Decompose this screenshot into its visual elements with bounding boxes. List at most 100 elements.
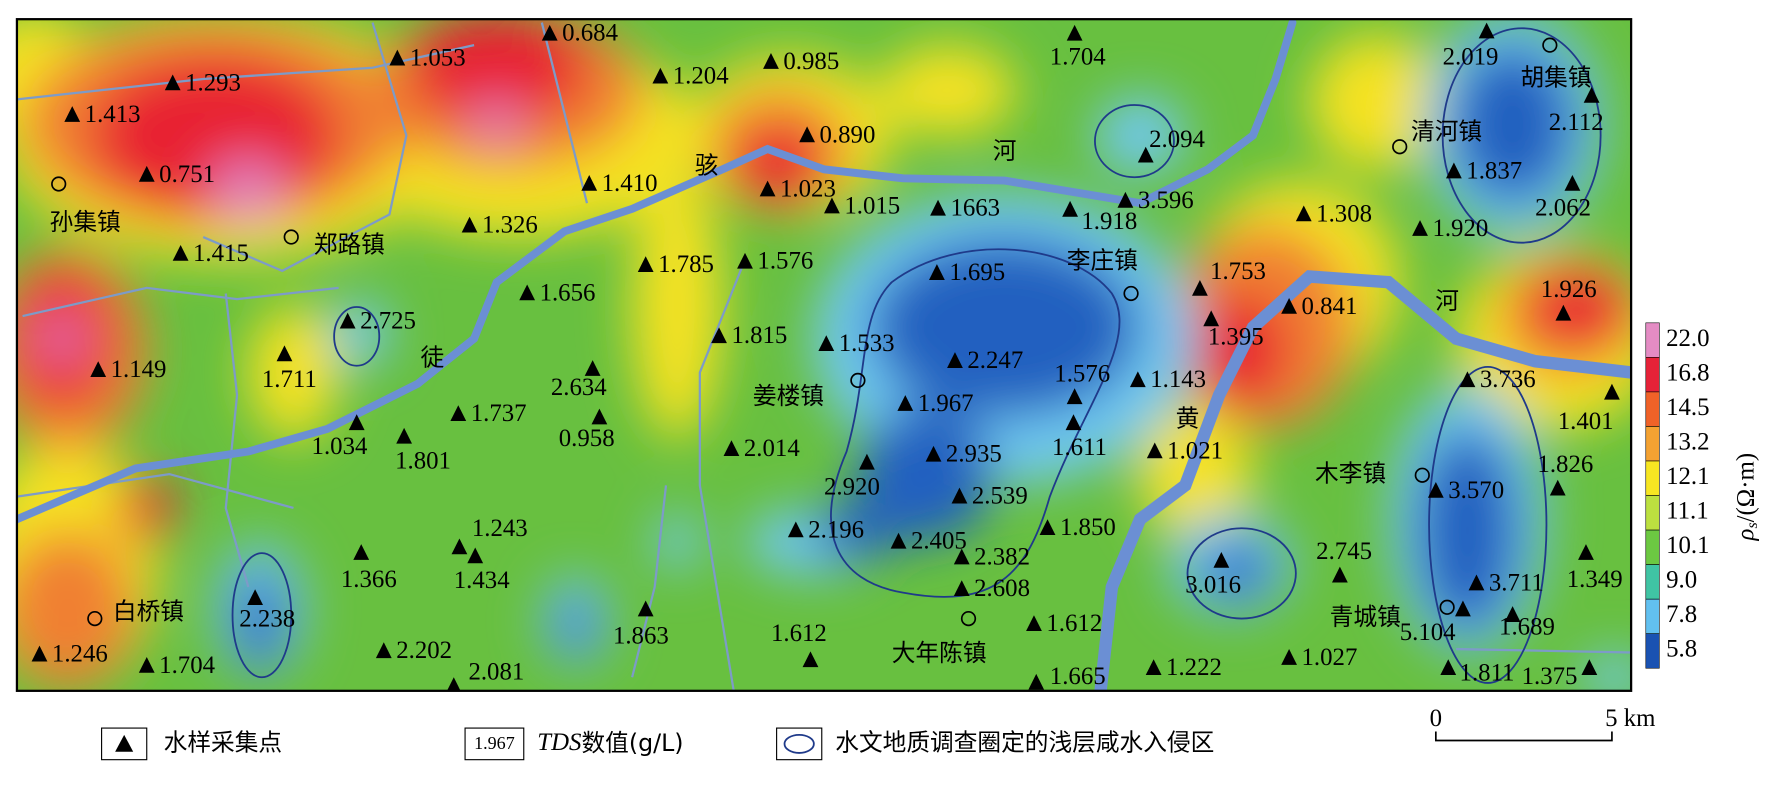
sample-tds: 1.410 [602,170,658,197]
sample-triangle [723,440,740,457]
sample-tds: 1.656 [540,279,596,306]
town-marker [283,229,299,245]
sample-tds: 1.204 [673,63,729,90]
sample-tds: 1.918 [1081,208,1137,235]
sample-triangle [1129,371,1146,388]
sample-tds: 1.021 [1167,437,1223,464]
field-blob [1309,33,1445,170]
map-frame [15,18,1633,692]
sample-tds: 1.689 [1499,613,1555,640]
colorbar-label: 14.5 [1666,394,1709,421]
river-name: 河 [993,137,1017,165]
sample-triangle [389,49,406,66]
sample-triangle [1427,481,1444,498]
sample-tds: 1.850 [1060,514,1116,541]
sample-triangle [1445,162,1462,179]
sample-triangle [951,487,968,504]
sample-tds: 1.612 [771,620,827,647]
legend-text: TDS数值(g/L) [537,728,683,756]
scale-label: 5 km [1605,705,1655,732]
legend-sample-value: 1.967 [474,733,515,753]
sample-triangle [652,67,669,84]
tds-unit: 数值(g/L) [581,728,683,756]
sample-tds: 0.684 [562,20,618,47]
sample-tds: 1.695 [949,259,1005,286]
sample-tds: 1.863 [613,622,669,649]
sample-tds: 1.246 [52,641,108,668]
sample-triangle [737,252,753,269]
sample-triangle [1440,659,1457,676]
sample-tds: 1.576 [1054,361,1110,388]
sample-triangle [467,547,484,564]
sample-triangle [1213,551,1230,568]
sample-tds: 1.413 [85,101,141,128]
sample-tds: 1.826 [1537,451,1593,478]
town-name: 姜楼镇 [753,382,824,410]
sample-triangle [763,53,779,69]
colorbar-label: 11.1 [1666,498,1709,525]
field-blob [1523,265,1632,345]
sample-triangle [1549,479,1566,496]
sample-points: 1.413 1.293 1.053 0.684 1.204 0.985 0.890 1.023… [31,20,1623,691]
river-name: 骇 [695,152,719,180]
legend-box [464,727,525,761]
field-blob [1416,428,1519,633]
sample-triangle [1065,414,1082,431]
sample-tds: 2.202 [396,637,452,664]
sample-triangle [1145,659,1162,676]
sample-tds: 1.837 [1466,157,1522,184]
sample-tds: 1.293 [185,69,241,96]
town-marker [850,372,866,389]
colorbar: 22.0 16.8 14.5 13.2 12.1 11.1 10.1 9.0 7.8 5.8 [1645,322,1710,669]
field-blob [406,19,587,125]
field-blob [558,598,593,655]
sample-tds: 1663 [950,195,1000,222]
legend-text: 水样采集点 [164,728,282,756]
sample-tds: 1.815 [731,322,787,349]
sample-tds: 2.382 [974,543,1030,570]
sample-tds: 1.034 [312,433,368,460]
town-name: 孙集镇 [50,208,121,236]
sample-tds: 2.094 [1149,126,1205,153]
colorbar-swatch [1645,529,1660,565]
sample-triangle [1137,146,1154,163]
sample-tds: 1.785 [658,251,714,278]
colorbar-swatch [1645,322,1660,358]
sample-triangle [711,327,727,344]
field-blob [237,570,283,672]
sample-tds: 1.665 [1050,663,1106,690]
sample-triangle [799,126,815,143]
sample-triangle [890,532,907,549]
sample-tds: 2.112 [1549,109,1604,136]
sample-triangle [276,345,293,362]
field-blob [468,101,525,147]
town-marker [87,610,103,627]
town-marker [1439,599,1455,615]
town-name: 李庄镇 [1067,246,1138,274]
colorbar-swatch [1645,633,1660,669]
sample-tds: 2.081 [468,659,524,686]
sample-tds: 0.751 [159,161,215,188]
sample-triangle [1066,388,1083,405]
sample-triangle [541,24,558,41]
legend: 水样采集点 1.967 TDS数值(g/L) 水文地质调查圈定的浅层咸水入侵区 … [101,705,1656,761]
subscript: s [1744,522,1761,528]
town-name: 白桥镇 [113,597,184,625]
sample-tds: 2.196 [808,516,864,543]
sample-tds: 2.062 [1535,195,1591,222]
sample-triangle [353,544,370,560]
sample-tds: 1.920 [1432,215,1488,242]
field-blob [39,316,85,362]
unit: /(Ω·m) [1732,453,1759,522]
sample-tds: 2.634 [551,374,607,401]
sample-triangle [1555,304,1572,321]
sample-triangle [1455,600,1471,617]
sample-tds: 1.015 [844,192,900,219]
sample-triangle [1295,205,1312,222]
sample-triangle [818,335,835,352]
legend-text: 水文地质调查圈定的浅层咸水入侵区 [835,728,1214,756]
field-blob [1140,406,1253,542]
sample-tds: 2.539 [972,483,1028,510]
